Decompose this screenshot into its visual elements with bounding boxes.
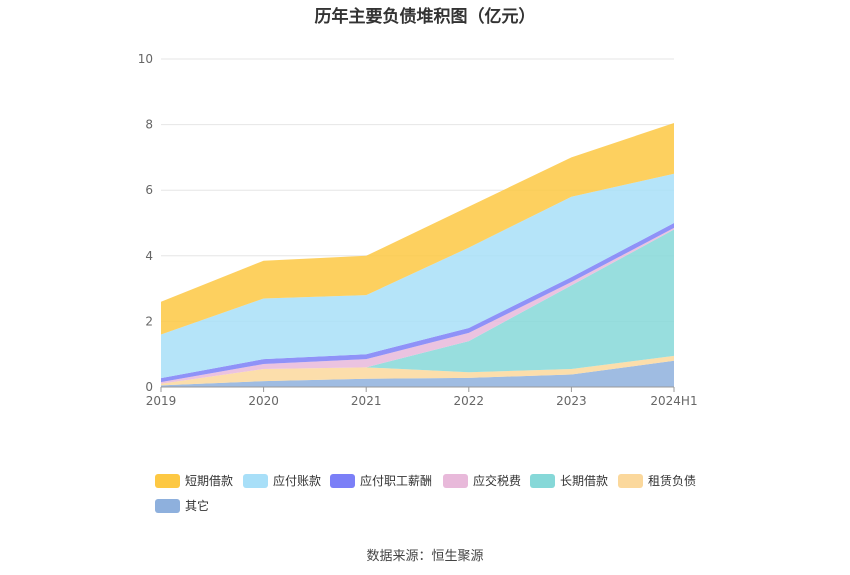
legend-swatch	[330, 473, 355, 488]
y-tick-label: 8	[145, 118, 153, 132]
legend-label: 租赁负债	[648, 474, 697, 488]
legend-swatch	[243, 473, 268, 488]
legend-label: 长期借款	[560, 474, 609, 488]
axes: 0 2 4 6 8 10 2019 2020 2021 2022 2023 2024H1	[138, 52, 698, 408]
legend-item[interactable]: 应交税费	[443, 472, 521, 489]
x-tick-label: 2019	[146, 394, 177, 408]
area-series-2	[161, 229, 674, 384]
x-tick-label: 2021	[351, 394, 382, 408]
legend-item[interactable]: 租赁负债	[618, 472, 696, 489]
x-tick-label: 2024H1	[650, 394, 697, 408]
y-tick-label: 4	[145, 249, 153, 263]
legend-swatch	[155, 498, 180, 513]
legend-item[interactable]: 其它	[155, 497, 209, 514]
y-tick-label: 0	[145, 380, 153, 394]
x-tick-label: 2022	[454, 394, 485, 408]
source-note: 数据来源：恒生聚源	[366, 549, 484, 564]
x-tick-label: 2020	[248, 394, 279, 408]
y-tick-label: 2	[145, 314, 153, 328]
area-series-6	[161, 122, 674, 335]
area-series	[161, 122, 674, 387]
x-tick-label: 2023	[556, 394, 587, 408]
legend-swatch	[618, 473, 643, 488]
legend-swatch	[530, 473, 555, 488]
legend-item[interactable]: 长期借款	[530, 472, 608, 489]
area-series-1	[161, 355, 674, 386]
legend-label: 应付账款	[273, 474, 322, 488]
legend-item[interactable]: 应付职工薪酬	[330, 472, 432, 489]
legend-swatch	[155, 473, 180, 488]
legend-label: 应交税费	[473, 474, 522, 488]
legend-item[interactable]: 应付账款	[243, 472, 321, 489]
chart-title: 历年主要负债堆积图（亿元）	[314, 7, 536, 27]
legend-label: 应付职工薪酬	[360, 474, 433, 488]
legend-label: 短期借款	[185, 474, 234, 488]
area-series-0	[161, 360, 674, 387]
area-series-3	[161, 227, 674, 384]
y-tick-label: 6	[145, 183, 153, 197]
area-series-5	[161, 173, 674, 379]
legend-label: 其它	[185, 499, 210, 513]
y-tick-label: 10	[138, 52, 153, 66]
legend-swatch	[443, 473, 468, 488]
legend-item[interactable]: 短期借款	[155, 472, 233, 489]
